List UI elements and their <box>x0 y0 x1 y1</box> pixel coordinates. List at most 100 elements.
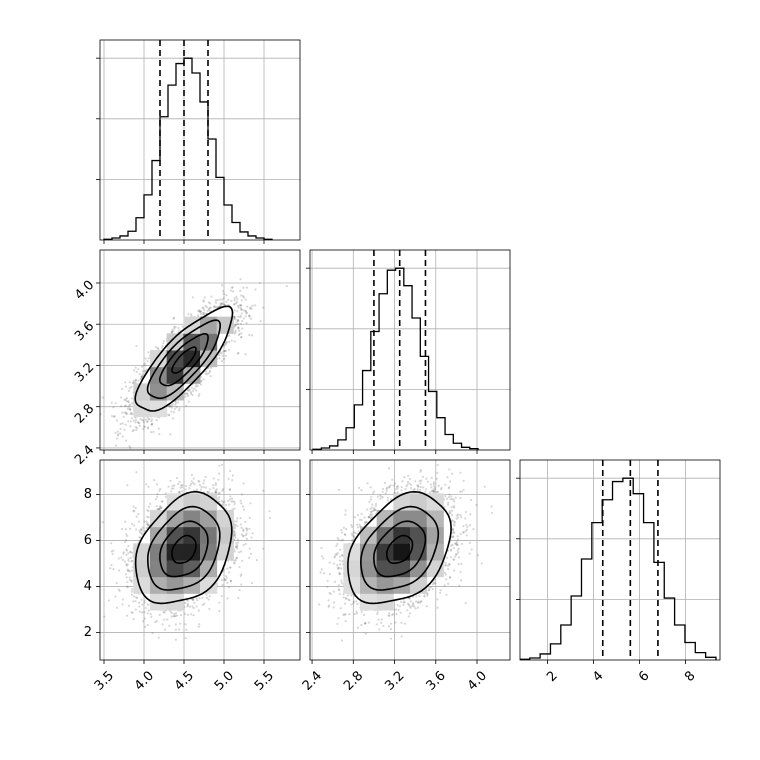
sample-point <box>205 593 208 596</box>
sample-point <box>242 296 246 299</box>
sample-point <box>171 328 174 331</box>
sample-point <box>137 379 140 382</box>
sample-point <box>127 401 130 404</box>
sample-point <box>143 425 146 428</box>
sample-point <box>122 552 125 555</box>
sample-point <box>136 426 139 429</box>
contour-line <box>134 305 234 412</box>
y-tick-label: 4.0 <box>72 278 97 303</box>
sample-point <box>258 281 261 285</box>
sample-point <box>204 304 207 307</box>
sample-point <box>144 625 147 628</box>
sample-point <box>240 308 243 311</box>
sample-point <box>233 302 236 305</box>
sample-point <box>139 418 142 421</box>
y-tick-label: 2.4 <box>72 443 97 468</box>
sample-point <box>202 300 205 303</box>
sample-point <box>222 296 225 300</box>
sample-point <box>190 392 193 395</box>
sample-point <box>207 307 210 311</box>
sample-point <box>126 407 129 411</box>
sample-point <box>125 400 128 403</box>
sample-point <box>184 488 187 491</box>
sample-point <box>114 431 117 434</box>
sample-point <box>168 405 171 408</box>
sample-point <box>231 500 234 503</box>
sample-point <box>134 416 137 419</box>
sample-point <box>112 415 116 418</box>
sample-point <box>122 415 125 418</box>
sample-point <box>184 395 187 398</box>
sample-point <box>214 299 217 302</box>
sample-point <box>146 360 149 363</box>
sample-point <box>196 384 199 388</box>
sample-point <box>240 294 243 297</box>
panel-plot-area <box>100 40 300 240</box>
sample-point <box>119 432 122 435</box>
sample-point <box>140 365 144 368</box>
sample-point <box>141 373 144 376</box>
sample-point <box>232 303 236 306</box>
sample-point <box>240 304 243 307</box>
sample-point <box>228 586 231 589</box>
panel-frame <box>309 249 511 451</box>
sample-point <box>240 332 243 335</box>
sample-point <box>240 312 243 315</box>
sample-point <box>195 383 198 386</box>
sample-point <box>128 381 131 384</box>
sample-point <box>123 428 126 431</box>
y-tick-label: 3.2 <box>72 360 97 385</box>
sample-point <box>131 430 134 433</box>
sample-point <box>239 278 242 281</box>
sample-point <box>178 409 181 412</box>
sample-point <box>131 569 134 572</box>
sample-point <box>209 374 212 378</box>
sample-point <box>114 402 117 405</box>
sample-point <box>212 305 216 309</box>
sample-point <box>228 334 231 337</box>
sample-point <box>168 413 171 416</box>
sample-point <box>234 324 237 328</box>
sample-point <box>188 388 191 392</box>
sample-point <box>201 306 204 309</box>
sample-point <box>227 298 230 301</box>
sample-point <box>169 479 172 482</box>
sample-point <box>158 506 162 509</box>
sample-point <box>215 306 218 309</box>
y-tick-label: 3.6 <box>72 319 97 344</box>
sample-point <box>206 309 209 313</box>
sample-point <box>245 286 249 289</box>
contour-line <box>158 333 209 387</box>
sample-point <box>214 483 217 487</box>
sample-point <box>153 478 156 482</box>
sample-point <box>212 452 214 454</box>
sample-point <box>121 435 124 438</box>
sample-point <box>214 306 217 309</box>
sample-point <box>131 588 134 591</box>
sample-point <box>144 364 147 367</box>
sample-point <box>111 552 114 556</box>
sample-point <box>141 418 144 422</box>
sample-point <box>240 299 243 302</box>
sample-point <box>249 306 252 309</box>
sample-point <box>129 408 132 411</box>
sample-point <box>147 485 150 488</box>
sample-point <box>173 325 176 328</box>
sample-point <box>116 430 119 433</box>
sample-point <box>219 303 223 306</box>
sample-point <box>134 425 137 429</box>
sample-point <box>196 314 200 317</box>
sample-point <box>233 297 236 300</box>
density-cell <box>200 333 218 351</box>
sample-point <box>234 316 237 319</box>
sample-point <box>235 300 239 303</box>
sample-point <box>234 331 237 334</box>
sample-point <box>242 286 245 289</box>
sample-point <box>143 369 147 373</box>
sample-point <box>222 290 225 293</box>
sample-point <box>219 305 222 308</box>
density-cell <box>150 400 168 418</box>
sample-point <box>248 333 251 337</box>
sample-point <box>208 306 211 309</box>
